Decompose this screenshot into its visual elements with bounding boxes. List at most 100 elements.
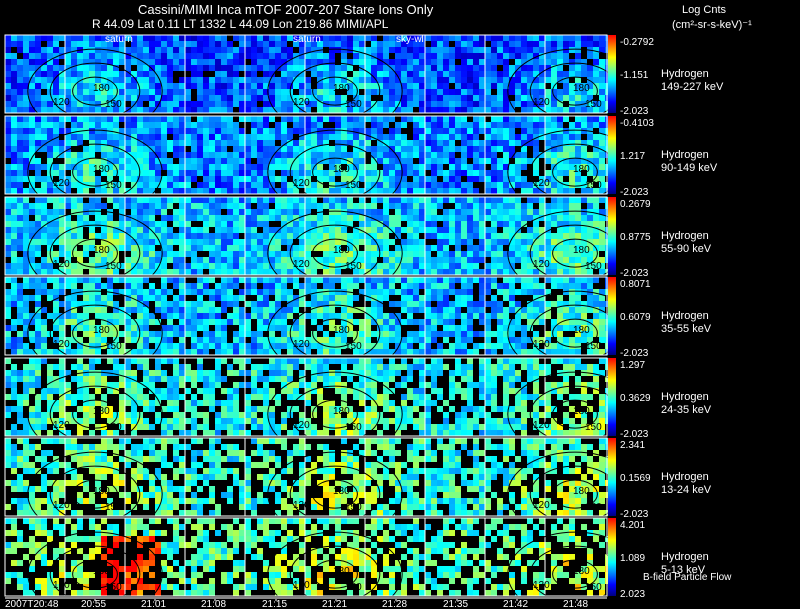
heatmap-cell — [437, 295, 443, 301]
heatmap-cell — [395, 245, 401, 251]
heatmap-cell — [407, 277, 413, 283]
heatmap-cell — [161, 122, 167, 128]
heatmap-cell — [17, 83, 23, 89]
heatmap-cell — [449, 319, 455, 325]
heatmap-cell — [173, 251, 179, 257]
heatmap-cell — [17, 128, 23, 134]
heatmap-cell — [113, 269, 119, 275]
heatmap-cell — [215, 140, 221, 146]
heatmap-cell — [467, 71, 473, 77]
heatmap-cell — [275, 277, 281, 283]
heatmap-cell — [461, 221, 467, 227]
heatmap-cell — [131, 71, 137, 77]
heatmap-cell — [107, 83, 113, 89]
heatmap-cell — [479, 77, 485, 83]
heatmap-cell — [587, 203, 593, 209]
heatmap-cell — [77, 277, 83, 283]
heatmap-cell — [521, 221, 527, 227]
heatmap-cell — [71, 239, 77, 245]
heatmap-cell — [47, 77, 53, 83]
heatmap-cell — [17, 134, 23, 140]
contour-label: 180 — [573, 325, 590, 336]
heatmap-cell — [107, 122, 113, 128]
heatmap-cell — [17, 107, 23, 113]
heatmap-cell — [359, 158, 365, 164]
heatmap-cell — [539, 245, 545, 251]
heatmap-cell — [59, 203, 65, 209]
heatmap-cell — [545, 77, 551, 83]
heatmap-cell — [287, 269, 293, 275]
heatmap-cell — [335, 128, 341, 134]
heatmap-cell — [299, 233, 305, 239]
heatmap-cell — [533, 77, 539, 83]
heatmap-cell — [323, 301, 329, 307]
heatmap-cell — [179, 53, 185, 59]
heatmap-cell — [287, 325, 293, 331]
contour-label: 180 — [573, 164, 590, 175]
heatmap-cell — [335, 221, 341, 227]
heatmap-cell — [23, 152, 29, 158]
heatmap-cell — [593, 257, 599, 263]
heatmap-cell — [401, 107, 407, 113]
heatmap-cell — [29, 251, 35, 257]
heatmap-cell — [77, 182, 83, 188]
heatmap-cell — [311, 188, 317, 194]
contour-line — [72, 76, 118, 106]
heatmap-cell — [101, 337, 107, 343]
heatmap-cell — [317, 325, 323, 331]
heatmap-cell — [17, 59, 23, 65]
heatmap-cell — [455, 337, 461, 343]
heatmap-cell — [17, 41, 23, 47]
heatmap-cell — [221, 59, 227, 65]
heatmap-cell — [209, 158, 215, 164]
heatmap-cell — [401, 251, 407, 257]
heatmap-cell — [173, 301, 179, 307]
heatmap-cell — [473, 227, 479, 233]
heatmap-cell — [47, 245, 53, 251]
heatmap-cell — [251, 239, 257, 245]
heatmap-cell — [23, 319, 29, 325]
heatmap-cell — [299, 182, 305, 188]
heatmap-cell — [449, 301, 455, 307]
heatmap-cell — [581, 152, 587, 158]
heatmap-cell — [419, 71, 425, 77]
heatmap-cell — [179, 158, 185, 164]
heatmap-cell — [533, 107, 539, 113]
heatmap-cell — [167, 170, 173, 176]
heatmap-cell — [209, 337, 215, 343]
heatmap-cell — [455, 95, 461, 101]
heatmap-cell — [215, 239, 221, 245]
heatmap-cell — [419, 263, 425, 269]
heatmap-cell — [293, 128, 299, 134]
heatmap-cell — [599, 176, 605, 182]
heatmap-cell — [575, 269, 581, 275]
heatmap-cell — [11, 319, 17, 325]
heatmap-cell — [533, 227, 539, 233]
heatmap-cell — [221, 331, 227, 337]
heatmap-cell — [407, 152, 413, 158]
heatmap-cell — [557, 101, 563, 107]
heatmap-cell — [359, 289, 365, 295]
heatmap-cell — [545, 337, 551, 343]
heatmap-cell — [209, 319, 215, 325]
heatmap-cell — [197, 239, 203, 245]
heatmap-cell — [227, 158, 233, 164]
heatmap-cell — [89, 349, 95, 355]
heatmap-cell — [41, 140, 47, 146]
heatmap-cell — [317, 134, 323, 140]
heatmap-cell — [65, 245, 71, 251]
heatmap-cell — [587, 239, 593, 245]
heatmap-cell — [95, 59, 101, 65]
heatmap-cell — [257, 295, 263, 301]
heatmap-cell — [341, 197, 347, 203]
heatmap-cell — [5, 269, 11, 275]
heatmap-cell — [143, 197, 149, 203]
heatmap-cell — [413, 233, 419, 239]
heatmap-cell — [419, 116, 425, 122]
heatmap-cell — [287, 221, 293, 227]
heatmap-cell — [449, 35, 455, 41]
heatmap-cell — [5, 209, 11, 215]
heatmap-cell — [203, 233, 209, 239]
heatmap-cell — [101, 325, 107, 331]
heatmap-cell — [545, 239, 551, 245]
